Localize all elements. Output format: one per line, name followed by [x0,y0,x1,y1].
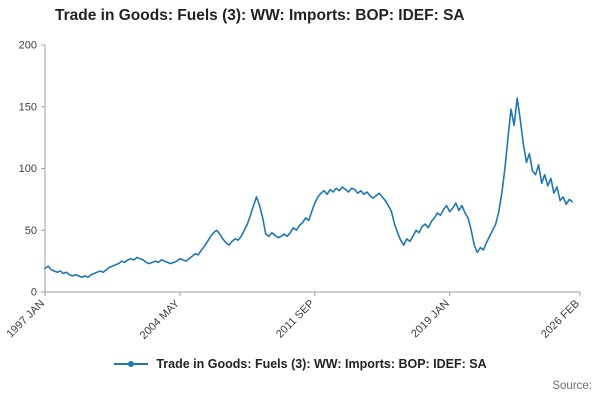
line-chart: 0 50 100 150 200 1997 JAN 2004 MAY 2011 SEP 2019… [4,40,582,342]
y-tick-label: 50 [25,225,37,237]
y-tick-label: 200 [19,40,37,52]
page-title: Trade in Goods: Fuels (3): WW: Imports: … [55,7,465,24]
x-tick-label: 1997 JAN [4,298,47,341]
y-tick-label: 150 [19,101,37,113]
x-tick-label: 2011 SEP [274,298,317,341]
legend-label: Trade in Goods: Fuels (3): WW: Imports: … [156,357,487,371]
y-tick-label: 0 [31,287,37,299]
legend-line-marker-icon [114,361,149,367]
x-tick-label: 2019 JAN [409,298,452,341]
source-label: Source: [552,380,592,392]
y-tick-label: 100 [19,163,37,175]
chart-legend: Trade in Goods: Fuels (3): WW: Imports: … [0,357,600,371]
x-tick-label: 2026 FEB [539,298,582,341]
x-tick-label: 2004 MAY [138,297,183,342]
data-series-line [44,97,574,278]
